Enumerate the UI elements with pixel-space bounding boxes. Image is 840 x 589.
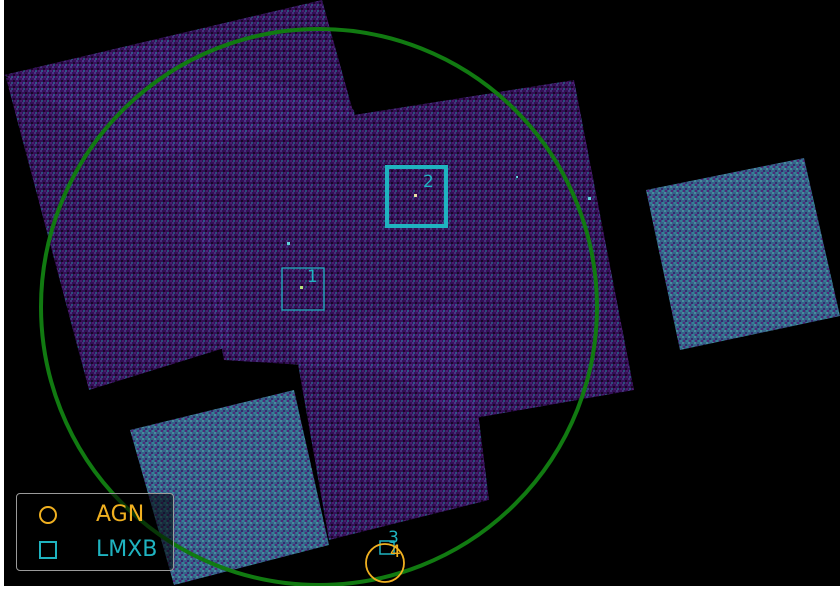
xray-image: 1 2 3 4 AGN LMXB [4,0,840,586]
chip-far-right-bright [646,158,840,350]
source-4-marker[interactable] [365,543,405,583]
fov-circle [39,27,599,586]
legend-label-lmxb: LMXB [96,537,158,562]
legend: AGN LMXB [16,493,174,571]
source-3-marker[interactable] [379,540,395,555]
chip-center [164,45,384,370]
source-2-point [414,194,417,197]
bright-pixel [287,242,290,245]
bright-pixel [516,176,518,178]
source-2-label: 2 [423,172,434,192]
legend-item-lmxb: LMXB [17,535,173,565]
source-1-label: 1 [307,267,318,287]
legend-item-agn: AGN [17,500,173,530]
source-1-marker[interactable] [281,267,325,311]
legend-label-agn: AGN [96,502,145,527]
chip-lower-left-bright [130,390,329,585]
source-2-marker[interactable] [385,165,448,228]
chip-lower-center [292,300,489,540]
source-3-label: 3 [388,528,399,548]
bright-pixel [588,197,591,200]
image-canvas: 1 2 3 4 [4,0,840,586]
chip-left [6,40,234,390]
square-icon [39,541,57,559]
source-4-label: 4 [390,542,401,562]
source-1-point [300,286,303,289]
circle-icon [39,506,57,524]
